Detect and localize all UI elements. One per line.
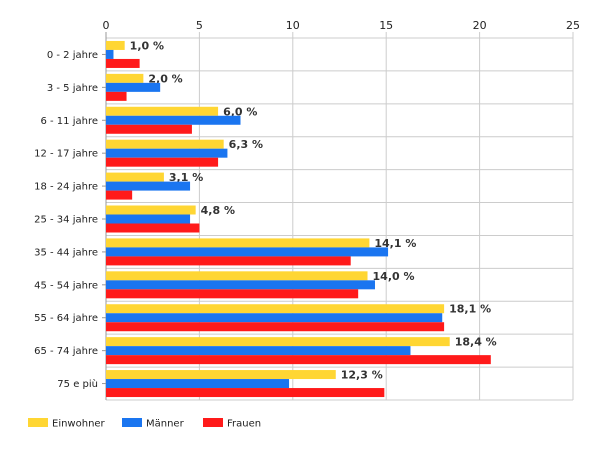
- bar-frauen: [106, 256, 351, 266]
- bar-m-nner: [106, 115, 241, 125]
- bar-m-nner: [106, 379, 290, 389]
- bar-einwohner: [106, 139, 224, 149]
- bar-einwohner: [106, 106, 219, 116]
- bar-frauen: [106, 157, 219, 167]
- bar-frauen: [106, 355, 491, 365]
- bar-m-nner: [106, 181, 191, 191]
- legend-label: Männer: [146, 419, 185, 430]
- x-tick-label: 0: [103, 19, 110, 32]
- bar-frauen: [106, 223, 200, 233]
- bar-frauen: [106, 388, 385, 398]
- legend-swatch: [28, 418, 48, 427]
- category-label: 12 - 17 jahre: [34, 149, 98, 160]
- data-label: 2,0 %: [148, 72, 182, 85]
- bar-einwohner: [106, 40, 125, 50]
- x-tick-label: 20: [473, 19, 487, 32]
- bar-einwohner: [106, 370, 336, 380]
- legend-label: Frauen: [227, 419, 261, 430]
- category-label: 3 - 5 jahre: [47, 83, 98, 94]
- data-label: 1,0 %: [130, 39, 164, 52]
- bar-frauen: [106, 124, 192, 134]
- bar-einwohner: [106, 238, 370, 248]
- data-label: 3,1 %: [169, 171, 203, 184]
- category-label: 45 - 54 jahre: [34, 280, 98, 291]
- bar-frauen: [106, 190, 133, 200]
- x-tick-label: 5: [196, 19, 203, 32]
- bar-einwohner: [106, 271, 368, 281]
- data-label: 14,0 %: [373, 270, 415, 283]
- category-label: 65 - 74 jahre: [34, 346, 98, 357]
- bar-einwohner: [106, 337, 450, 347]
- legend-swatch: [203, 418, 223, 427]
- category-label: 18 - 24 jahre: [34, 182, 98, 193]
- bar-m-nner: [106, 49, 114, 59]
- bar-m-nner: [106, 214, 191, 224]
- bar-m-nner: [106, 280, 375, 290]
- category-label: 25 - 34 jahre: [34, 215, 98, 226]
- legend-swatch: [122, 418, 142, 427]
- bar-frauen: [106, 91, 127, 101]
- data-label: 6,0 %: [223, 105, 257, 118]
- bar-frauen: [106, 322, 445, 332]
- bar-einwohner: [106, 73, 144, 83]
- bar-frauen: [106, 289, 359, 299]
- data-label: 18,1 %: [449, 303, 491, 316]
- data-label: 6,3 %: [229, 138, 263, 151]
- category-label: 6 - 11 jahre: [40, 116, 98, 127]
- data-label: 4,8 %: [201, 204, 235, 217]
- x-tick-label: 25: [566, 19, 580, 32]
- category-label: 55 - 64 jahre: [34, 313, 98, 324]
- data-label: 14,1 %: [374, 237, 416, 250]
- bar-m-nner: [106, 247, 389, 257]
- bar-m-nner: [106, 346, 411, 356]
- bar-einwohner: [106, 172, 164, 182]
- x-tick-label: 15: [379, 19, 393, 32]
- data-label: 18,4 %: [455, 336, 497, 349]
- bar-m-nner: [106, 313, 443, 323]
- bar-einwohner: [106, 205, 196, 215]
- legend-label: Einwohner: [52, 419, 106, 430]
- bar-m-nner: [106, 148, 228, 158]
- bar-einwohner: [106, 304, 445, 314]
- category-label: 75 e più: [57, 378, 98, 390]
- x-tick-label: 10: [286, 19, 300, 32]
- category-label: 35 - 44 jahre: [34, 247, 98, 258]
- bar-frauen: [106, 58, 140, 68]
- bar-m-nner: [106, 82, 161, 92]
- category-label: 0 - 2 jahre: [47, 50, 98, 61]
- data-label: 12,3 %: [341, 369, 383, 382]
